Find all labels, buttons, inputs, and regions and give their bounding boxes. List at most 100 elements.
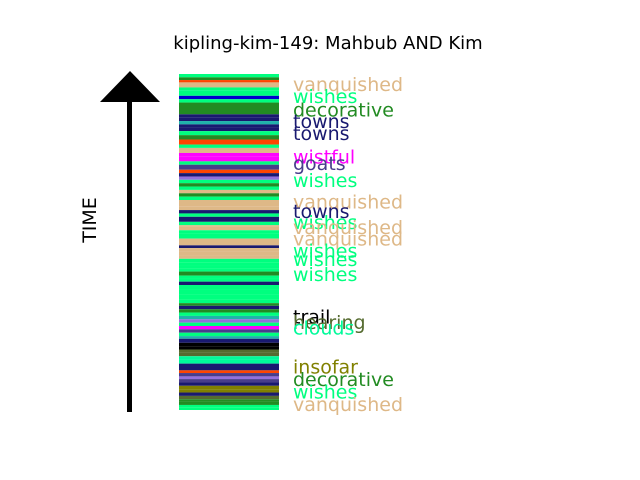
stripe-51	[179, 268, 279, 272]
stripe-53	[179, 275, 279, 279]
stripe-27	[179, 183, 279, 187]
stripe-38	[179, 225, 279, 227]
stripe-77	[179, 359, 279, 364]
stripe-87	[179, 392, 279, 396]
stripe-bar	[179, 74, 279, 410]
stripe-21	[179, 161, 279, 165]
word-labels: vanquishedwishesdecorativetownstownswist…	[293, 74, 403, 416]
stripe-57	[179, 289, 279, 295]
stripe-37	[179, 221, 279, 226]
stripe-13	[179, 127, 279, 132]
y-axis-label: TIME	[79, 197, 101, 244]
stripe-11	[179, 121, 279, 125]
stripe-59	[179, 299, 279, 304]
stripe-89	[179, 399, 279, 402]
stripe-60	[179, 303, 279, 306]
stripe-14	[179, 131, 279, 136]
stripe-68	[179, 329, 279, 333]
word-label-13: wishes	[293, 240, 357, 262]
stripe-86	[179, 389, 279, 393]
word-label-20: decorative	[293, 369, 394, 391]
stripe-65	[179, 319, 279, 323]
stripe-74	[179, 349, 279, 353]
stripe-6	[179, 95, 279, 100]
stripe-40	[179, 230, 279, 234]
stripe-70	[179, 336, 279, 339]
stripe-0	[179, 74, 279, 78]
stripe-39	[179, 226, 279, 231]
stripe-8	[179, 102, 279, 115]
stripe-24	[179, 173, 279, 177]
stripe-79	[179, 366, 279, 371]
stripe-16	[179, 139, 279, 145]
word-label-6: goats	[293, 153, 346, 175]
word-label-22: vanquished	[293, 394, 403, 416]
stripe-41	[179, 233, 279, 239]
stripe-83	[179, 379, 279, 383]
stripe-84	[179, 382, 279, 386]
word-label-17: hearing	[293, 312, 366, 334]
stripe-80	[179, 370, 279, 374]
stripe-56	[179, 285, 279, 290]
stripe-10	[179, 117, 279, 122]
chart-title: kipling-kim-149: Mahbub AND Kim	[173, 33, 482, 54]
time-arrow-shaft	[127, 98, 132, 412]
word-label-1: wishes	[293, 86, 357, 108]
stripe-3	[179, 82, 279, 88]
stripe-48	[179, 258, 279, 263]
word-label-19: insofar	[293, 356, 358, 378]
stripe-26	[179, 179, 279, 184]
stripe-66	[179, 322, 279, 326]
stripe-30	[179, 193, 279, 197]
word-label-7: wishes	[293, 170, 357, 192]
stripe-50	[179, 265, 279, 269]
stripe-22	[179, 164, 279, 170]
stripe-9	[179, 114, 279, 118]
word-label-16: trail	[293, 307, 330, 329]
stripe-72	[179, 342, 279, 347]
stripe-76	[179, 356, 279, 360]
stripe-35	[179, 213, 279, 217]
stripe-85	[179, 385, 279, 390]
word-label-8: vanquished	[293, 192, 403, 214]
stripe-23	[179, 169, 279, 174]
stripe-42	[179, 238, 279, 242]
stripe-31	[179, 196, 279, 200]
stripe-49	[179, 262, 279, 266]
stripe-92	[179, 407, 279, 410]
word-label-2: decorative	[293, 99, 394, 121]
word-label-0: vanquished	[293, 74, 403, 96]
word-label-9: towns	[293, 201, 350, 223]
stripe-15	[179, 135, 279, 140]
stripe-52	[179, 271, 279, 276]
word-label-18: clouds	[293, 318, 354, 340]
stripe-1	[179, 77, 279, 81]
stripe-58	[179, 294, 279, 300]
stripe-32	[179, 200, 279, 207]
stripe-5	[179, 90, 279, 96]
stripe-88	[179, 395, 279, 400]
stripe-61	[179, 305, 279, 310]
stripe-7	[179, 99, 279, 103]
stripe-46	[179, 251, 279, 256]
stripe-34	[179, 210, 279, 214]
stripe-62	[179, 309, 279, 313]
word-label-11: vanquished	[293, 217, 403, 239]
stripe-45	[179, 248, 279, 252]
stripe-44	[179, 245, 279, 249]
stripe-64	[179, 315, 279, 320]
word-label-21: wishes	[293, 382, 357, 404]
stripe-54	[179, 278, 279, 282]
stripe-91	[179, 404, 279, 408]
stripe-12	[179, 124, 279, 128]
word-label-12: vanquished	[293, 229, 403, 251]
stripe-18	[179, 147, 279, 153]
stripe-43	[179, 242, 279, 246]
stripe-17	[179, 144, 279, 148]
word-label-4: towns	[293, 123, 350, 145]
stripe-28	[179, 186, 279, 190]
stripe-55	[179, 281, 279, 286]
time-arrow-head-icon	[100, 71, 160, 102]
stripe-63	[179, 312, 279, 316]
